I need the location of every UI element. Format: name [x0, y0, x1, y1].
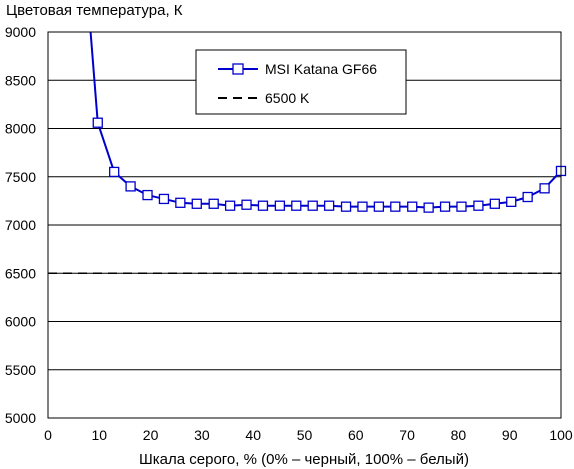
y-tick-labels: 5000 5500 6000 6500 7000 7500 8000 8500 9000	[5, 24, 36, 426]
y-tick-label: 9000	[5, 24, 36, 40]
plot-frame	[47, 31, 562, 419]
data-point-msi	[373, 201, 385, 212]
x-tick-label: 0	[44, 427, 52, 443]
x-tick-label: 100	[549, 427, 573, 443]
data-point-msi	[158, 193, 170, 205]
x-axis-title: Шкала серого, % (0% – черный, 100% – бел…	[139, 451, 469, 468]
data-point-msi	[125, 181, 136, 192]
x-tick-label: 70	[399, 427, 415, 443]
legend-label-msi: MSI Katana GF66	[265, 61, 377, 77]
data-point-msi	[241, 199, 252, 210]
y-tick-label: 5500	[5, 362, 36, 378]
data-point-msi	[340, 201, 352, 212]
data-point-msi	[175, 197, 186, 208]
data-point-msi	[506, 196, 517, 207]
x-tick-label: 90	[502, 427, 518, 443]
y-tick-label: 7000	[5, 217, 36, 233]
data-point-msi	[522, 191, 533, 203]
y-tick-label: 5000	[5, 410, 36, 426]
x-tick-label: 10	[92, 427, 108, 443]
x-tick-label: 20	[143, 427, 159, 443]
data-point-msi	[323, 200, 335, 211]
legend-marker-msi	[232, 63, 244, 75]
y-tick-label: 8500	[5, 72, 36, 88]
y-axis-title: Цветовая температура, К	[6, 2, 183, 19]
y-tick-label: 7500	[5, 169, 36, 185]
data-point-msi	[224, 200, 236, 211]
data-point-msi	[407, 201, 418, 212]
data-point-msi	[109, 166, 120, 178]
data-point-msi	[291, 200, 302, 211]
series-layer	[89, 31, 567, 213]
data-point-msi	[357, 201, 368, 212]
legend-label-6500: 6500 K	[265, 90, 310, 106]
data-point-msi	[208, 198, 219, 209]
data-point-msi	[257, 200, 269, 211]
legend-box	[195, 49, 407, 115]
x-tick-label: 40	[245, 427, 261, 443]
y-tick-label: 8000	[5, 121, 36, 137]
data-point-msi	[274, 200, 286, 211]
data-point-msi	[439, 201, 451, 212]
data-point-msi	[92, 117, 103, 128]
legend: MSI Katana GF66 6500 K	[195, 49, 407, 115]
data-point-msi	[539, 183, 550, 194]
data-point-msi	[456, 201, 467, 212]
y-tick-label: 6500	[5, 265, 36, 281]
data-point-msi	[390, 201, 401, 212]
data-point-msi	[191, 198, 202, 209]
data-point-msi	[142, 189, 153, 201]
x-tick-label: 50	[297, 427, 313, 443]
x-tick-labels: 0 10 20 30 40 50 60 70 80 90 100	[44, 427, 573, 443]
data-point-msi	[489, 198, 500, 209]
y-tick-label: 6000	[5, 314, 36, 330]
x-tick-label: 30	[194, 427, 210, 443]
x-tick-label: 60	[348, 427, 364, 443]
data-point-msi	[423, 202, 434, 213]
data-point-msi	[473, 200, 484, 211]
x-tick-label: 80	[451, 427, 467, 443]
data-point-msi	[307, 200, 318, 211]
